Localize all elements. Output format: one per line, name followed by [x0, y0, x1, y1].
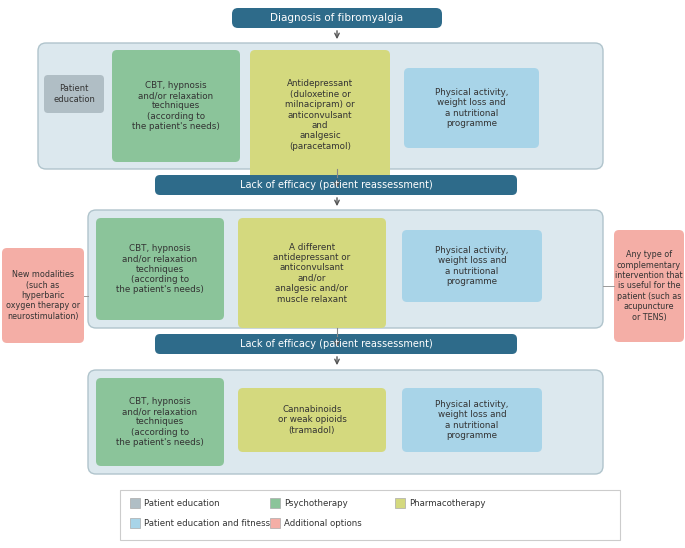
- Text: Physical activity,
weight loss and
a nutritional
programme: Physical activity, weight loss and a nut…: [435, 246, 509, 286]
- Text: Pharmacotherapy: Pharmacotherapy: [409, 499, 486, 507]
- FancyBboxPatch shape: [44, 75, 104, 113]
- FancyBboxPatch shape: [395, 498, 405, 508]
- FancyBboxPatch shape: [130, 518, 140, 528]
- Text: Patient education and fitness: Patient education and fitness: [144, 518, 270, 528]
- FancyBboxPatch shape: [155, 175, 517, 195]
- FancyBboxPatch shape: [402, 230, 542, 302]
- Text: Additional options: Additional options: [284, 518, 362, 528]
- FancyBboxPatch shape: [120, 490, 620, 540]
- FancyBboxPatch shape: [112, 50, 240, 162]
- FancyBboxPatch shape: [614, 230, 684, 342]
- FancyBboxPatch shape: [130, 498, 140, 508]
- FancyBboxPatch shape: [96, 378, 224, 466]
- Text: Physical activity,
weight loss and
a nutritional
programme: Physical activity, weight loss and a nut…: [435, 400, 509, 440]
- Text: Antidepressant
(duloxetine or
milnacipram) or
anticonvulsant
and
analgesic
(para: Antidepressant (duloxetine or milnacipra…: [285, 79, 355, 151]
- Text: New modalities
(such as
hyperbaric
oxygen therapy or
neurostimulation): New modalities (such as hyperbaric oxyge…: [6, 270, 80, 321]
- FancyBboxPatch shape: [38, 43, 603, 169]
- FancyBboxPatch shape: [250, 50, 390, 180]
- FancyBboxPatch shape: [2, 248, 84, 343]
- Text: CBT, hypnosis
and/or relaxation
techniques
(according to
the patient's needs): CBT, hypnosis and/or relaxation techniqu…: [132, 81, 220, 132]
- FancyBboxPatch shape: [270, 498, 280, 508]
- Text: Patient
education: Patient education: [53, 84, 95, 104]
- Text: Patient education: Patient education: [144, 499, 220, 507]
- FancyBboxPatch shape: [402, 388, 542, 452]
- FancyBboxPatch shape: [238, 388, 386, 452]
- Text: Lack of efficacy (patient reassessment): Lack of efficacy (patient reassessment): [240, 339, 432, 349]
- Text: Cannabinoids
or weak opioids
(tramadol): Cannabinoids or weak opioids (tramadol): [277, 405, 347, 435]
- FancyBboxPatch shape: [155, 334, 517, 354]
- FancyBboxPatch shape: [232, 8, 442, 28]
- Text: CBT, hypnosis
and/or relaxation
techniques
(according to
the patient's needs): CBT, hypnosis and/or relaxation techniqu…: [116, 244, 204, 294]
- Text: Diagnosis of fibromyalgia: Diagnosis of fibromyalgia: [271, 13, 403, 23]
- FancyBboxPatch shape: [238, 218, 386, 328]
- FancyBboxPatch shape: [88, 210, 603, 328]
- Text: CBT, hypnosis
and/or relaxation
techniques
(according to
the patient's needs): CBT, hypnosis and/or relaxation techniqu…: [116, 397, 204, 447]
- Text: Any type of
complementary
intervention that
is useful for the
patient (such as
a: Any type of complementary intervention t…: [615, 250, 683, 322]
- Text: Physical activity,
weight loss and
a nutritional
programme: Physical activity, weight loss and a nut…: [435, 88, 508, 128]
- Text: Lack of efficacy (patient reassessment): Lack of efficacy (patient reassessment): [240, 180, 432, 190]
- FancyBboxPatch shape: [96, 218, 224, 320]
- Text: Psychotherapy: Psychotherapy: [284, 499, 348, 507]
- Text: A different
antidepressant or
anticonvulsant
and/or
analgesic and/or
muscle rela: A different antidepressant or anticonvul…: [273, 243, 351, 304]
- FancyBboxPatch shape: [404, 68, 539, 148]
- FancyBboxPatch shape: [270, 518, 280, 528]
- FancyBboxPatch shape: [88, 370, 603, 474]
